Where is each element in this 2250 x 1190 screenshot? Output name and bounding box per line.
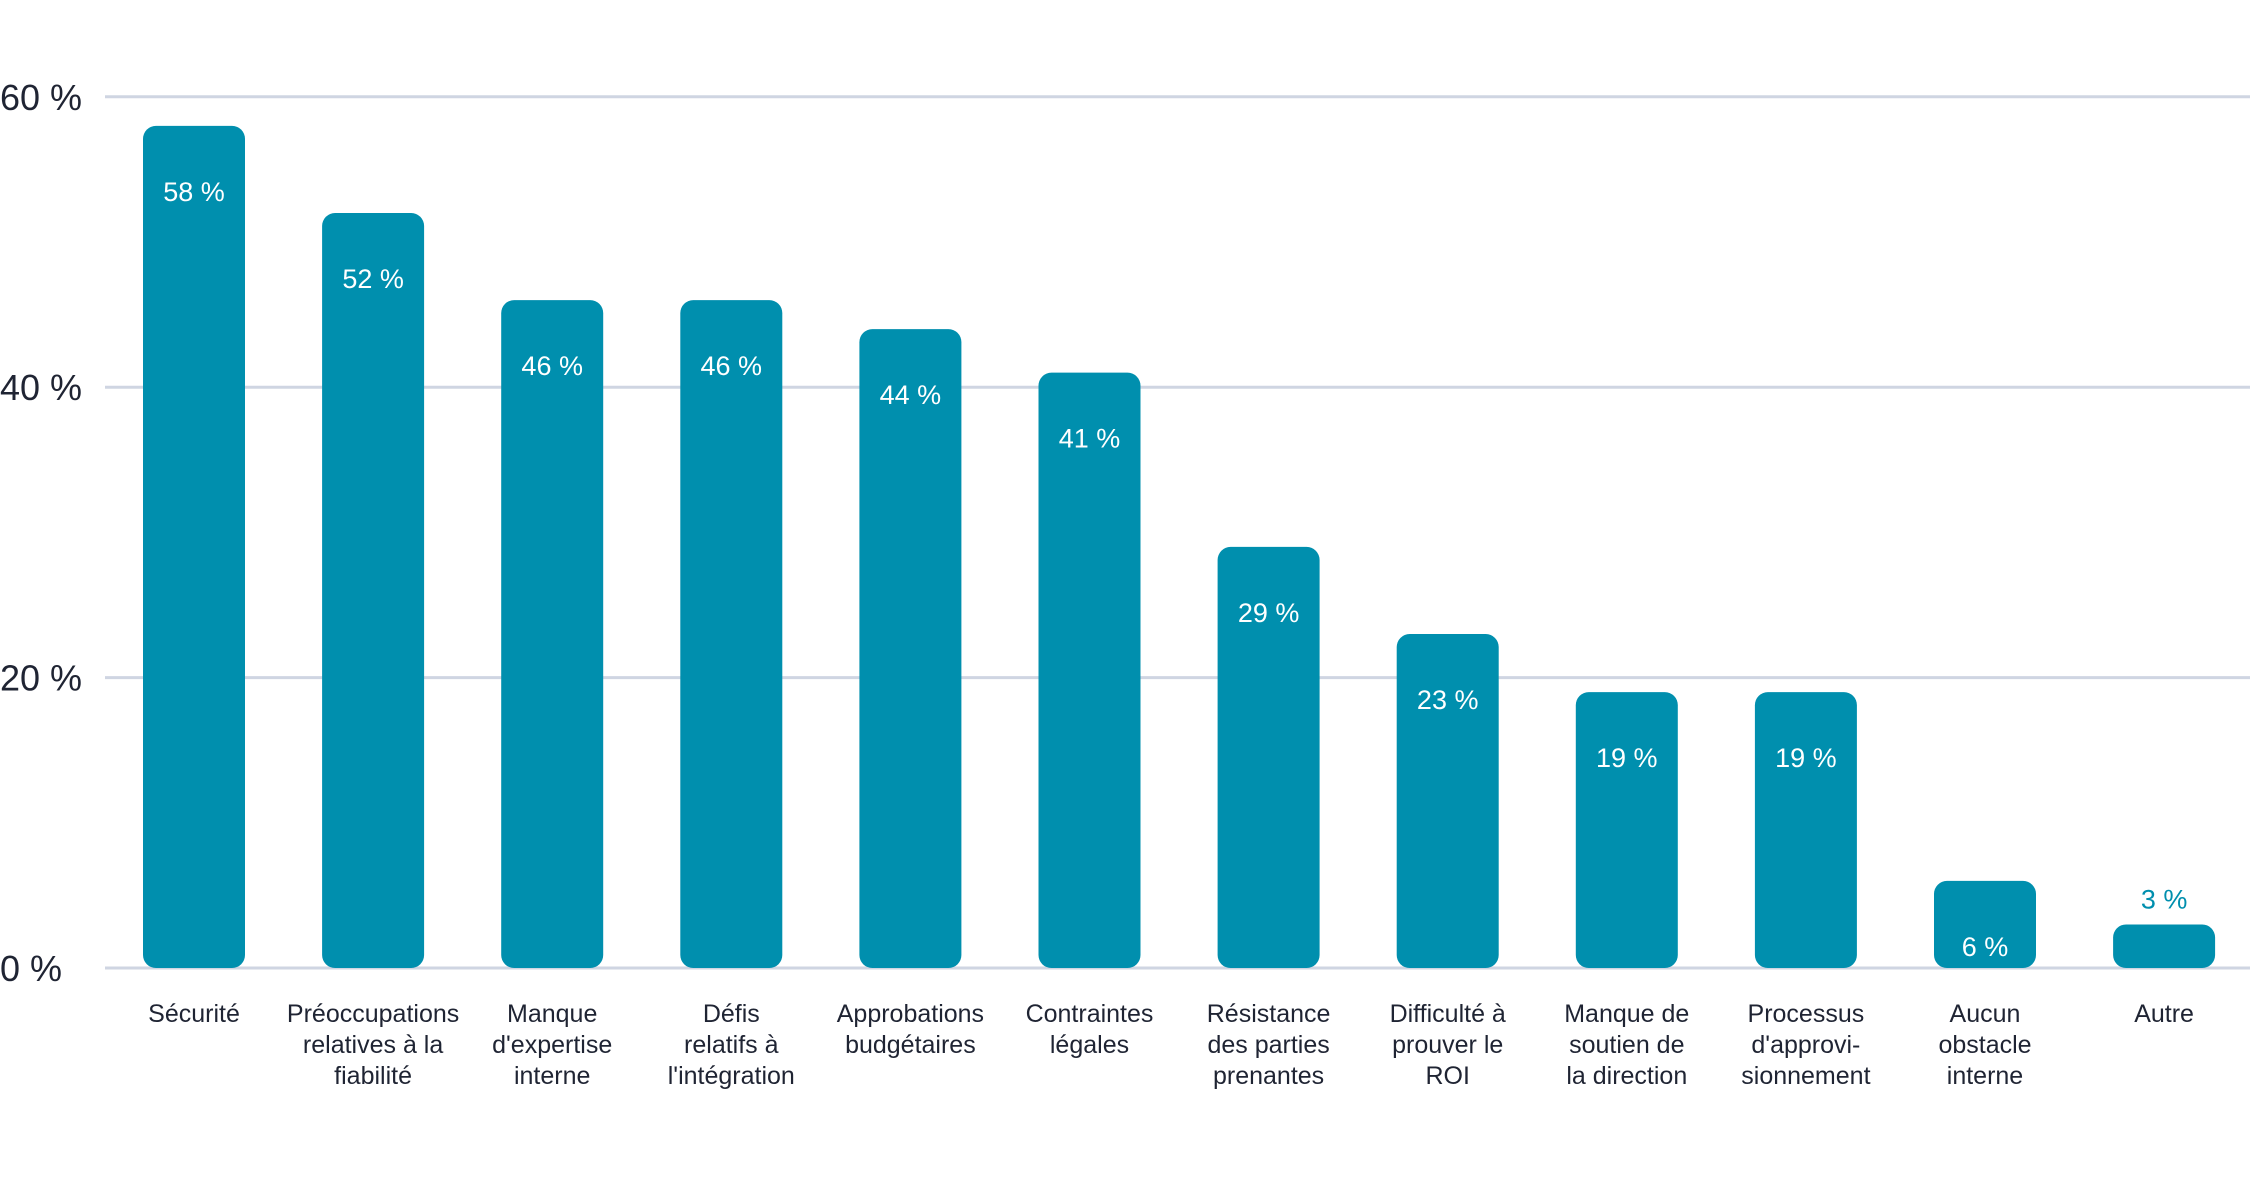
x-category-label: Processus d'approvi-sionnement [1741,1000,1870,1090]
gridlines [105,95,2250,970]
x-category-label: Sécurité [148,1000,240,1028]
x-category-line: l'intégration [668,1062,795,1090]
y-axis-ticks: 0 % 20 % 40 % 60 % [0,77,82,989]
x-category-line: des parties [1207,1031,1329,1059]
bar-value-labels: 58 % 52 % 46 % 46 % 44 % 41 % 29 % 23 % 19 % 19 %… [163,177,2187,962]
bar [322,212,425,968]
x-category-line: interne [1947,1062,2023,1090]
x-category-line: Autre [2134,1000,2194,1028]
bar-value-label: 46 % [521,351,583,381]
x-category-line: Sécurité [148,1000,240,1028]
bar [859,329,962,968]
x-category-line: soutien de [1569,1031,1684,1059]
x-category-line: fiabilité [334,1062,412,1090]
x-category-line: Difficulté à [1390,1000,1506,1028]
x-category-line: Résistance [1207,1000,1331,1028]
x-category-line: obstacle [1938,1031,2031,1059]
x-category-line: Aucun [1950,1000,2021,1028]
x-category-label: Manque de soutien de la direction [1564,1000,1689,1090]
x-category-line: Processus [1748,1000,1865,1028]
bar [1038,372,1141,968]
y-tick-label: 60 % [0,77,82,118]
bar [501,300,604,969]
bar [1396,634,1499,968]
bar-value-label: 6 % [1962,932,2009,962]
y-tick-label: 0 % [0,948,62,989]
x-category-line: Préoccupations [287,1000,459,1028]
bar [2113,924,2216,968]
x-category-line: relatives à la [303,1031,443,1059]
x-category-label: Préoccupations relatives à la fiabilité [287,1000,459,1090]
x-category-line: légales [1050,1031,1129,1059]
x-category-line: budgétaires [845,1031,976,1059]
bar-value-label: 23 % [1417,685,1479,715]
bar-value-label: 19 % [1775,743,1837,773]
bar [143,125,245,969]
y-tick-label: 40 % [0,367,82,408]
bar-value-label: 52 % [342,264,404,294]
x-category-line: Manque de [1564,1000,1689,1028]
bar-value-label: 3 % [2141,884,2188,914]
x-category-line: Manque [507,1000,597,1028]
x-category-label: Approbations budgétaires [837,1000,984,1059]
x-category-line: prenantes [1213,1062,1324,1090]
bar [1575,692,1678,968]
bar [680,300,783,969]
x-category-label: Manque d'expertise interne [492,1000,612,1090]
x-category-label: Résistance des parties prenantes [1207,1000,1331,1090]
x-category-line: Contraintes [1026,1000,1154,1028]
x-category-label: Difficulté à prouver le ROI [1390,1000,1506,1090]
x-category-line: interne [514,1062,590,1090]
bar-value-label: 46 % [701,351,763,381]
y-tick-label: 20 % [0,658,82,699]
bar [1217,546,1320,968]
x-category-label: Aucun obstacle interne [1938,1000,2031,1090]
x-category-line: Approbations [837,1000,984,1028]
bar-value-label: 44 % [880,380,942,410]
bar [1934,880,2036,968]
bar-value-label: 19 % [1596,743,1658,773]
x-axis-categories: Sécurité Préoccupations relatives à la fiab… [148,1000,2194,1090]
x-category-line: la direction [1566,1062,1687,1090]
x-category-line: prouver le [1392,1031,1503,1059]
x-category-line: ROI [1425,1062,1469,1090]
x-category-line: d'approvi- [1751,1031,1860,1059]
bar-value-label: 29 % [1238,598,1300,628]
x-category-line: relatifs à [684,1031,779,1059]
x-category-label: Autre [2134,1000,2194,1028]
x-category-label: Contraintes légales [1026,1000,1154,1059]
bar [1754,692,1857,968]
bar-value-label: 58 % [163,177,225,207]
x-category-label: Défis relatifs à l'intégration [668,1000,795,1090]
x-category-line: d'expertise [492,1031,612,1059]
bars [143,125,2216,969]
x-category-line: sionnement [1741,1062,1870,1090]
x-category-line: Défis [703,1000,760,1028]
bar-value-label: 41 % [1059,424,1121,454]
